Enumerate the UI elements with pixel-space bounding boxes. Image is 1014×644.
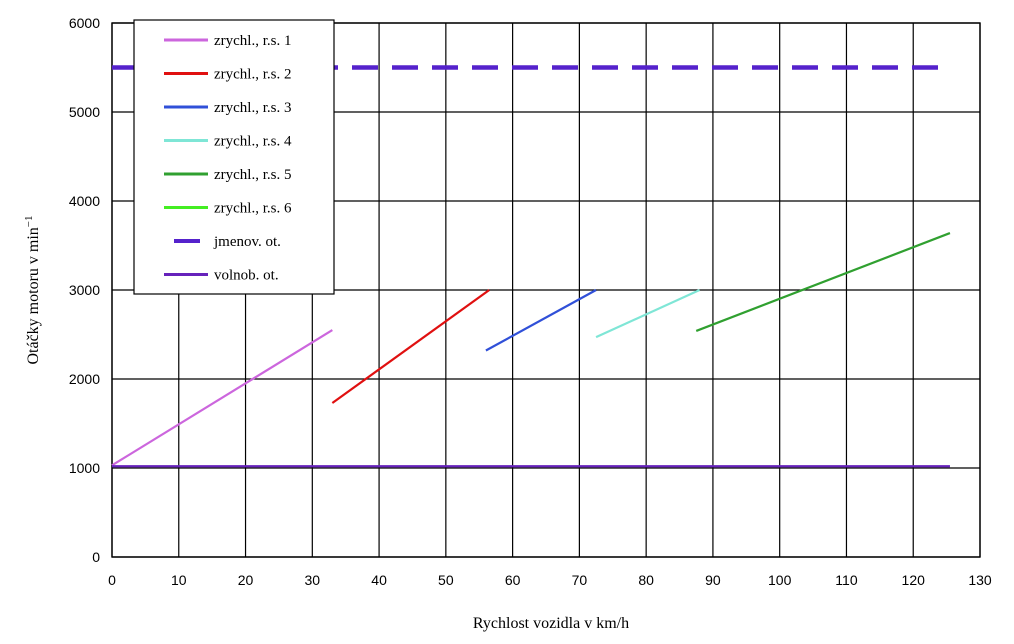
legend-label-8: volnob. ot. [214, 268, 279, 284]
legend-label-4: zrychl., r.s. 4 [214, 134, 292, 150]
y-tick-label: 6000 [69, 15, 100, 31]
series-line-5 [695, 232, 951, 332]
y-axis-label: Otáčky motoru v min−1 [23, 215, 42, 364]
x-tick-label: 110 [835, 572, 858, 588]
x-tick-label: 100 [768, 572, 792, 588]
legend-box [133, 19, 335, 295]
x-tick-label: 120 [902, 572, 926, 588]
x-tick-label: 10 [171, 572, 187, 588]
x-tick-label: 30 [305, 572, 321, 588]
legend-label-2: zrychl., r.s. 2 [214, 67, 291, 83]
x-tick-label: 130 [968, 572, 992, 588]
legend: zrychl., r.s. 1 zrychl., r.s. 2 zrychl., r… [133, 19, 335, 295]
y-tick-label: 2000 [69, 371, 100, 387]
series-line-1 [111, 329, 333, 467]
series-line-2 [331, 289, 490, 404]
y-tick-label: 5000 [69, 104, 100, 120]
x-tick-label: 50 [438, 572, 454, 588]
x-tick-label: 60 [505, 572, 521, 588]
legend-label-1: zrychl., r.s. 1 [214, 33, 291, 49]
legend-label-6: zrychl., r.s. 6 [214, 201, 292, 217]
legend-label-5: zrychl., r.s. 5 [214, 167, 291, 183]
legend-label-7: jmenov. ot. [213, 234, 281, 250]
x-tick-label: 0 [108, 572, 116, 588]
x-tick-label: 90 [705, 572, 721, 588]
plot-frame [111, 22, 981, 558]
tick-labels: 0 10 20 30 40 50 60 70 80 90 100 110 120 130 0 1000 2000… [69, 15, 992, 588]
x-tick-label: 80 [638, 572, 654, 588]
x-axis-label: Rychlost vozidla v km/h [473, 615, 629, 632]
x-tick-label: 70 [572, 572, 588, 588]
y-tick-label: 0 [92, 549, 100, 565]
series-line-3 [485, 289, 597, 352]
y-tick-label: 4000 [69, 193, 100, 209]
legend-label-3: zrychl., r.s. 3 [214, 100, 291, 116]
y-tick-label: 3000 [69, 282, 100, 298]
x-tick-label: 40 [371, 572, 387, 588]
y-tick-label: 1000 [69, 460, 100, 476]
series-line-4 [595, 288, 701, 339]
y-axis-label-main: Otáčky motoru v min [25, 227, 42, 364]
x-tick-label: 20 [238, 572, 254, 588]
y-axis-label-superscript: −1 [23, 215, 35, 227]
